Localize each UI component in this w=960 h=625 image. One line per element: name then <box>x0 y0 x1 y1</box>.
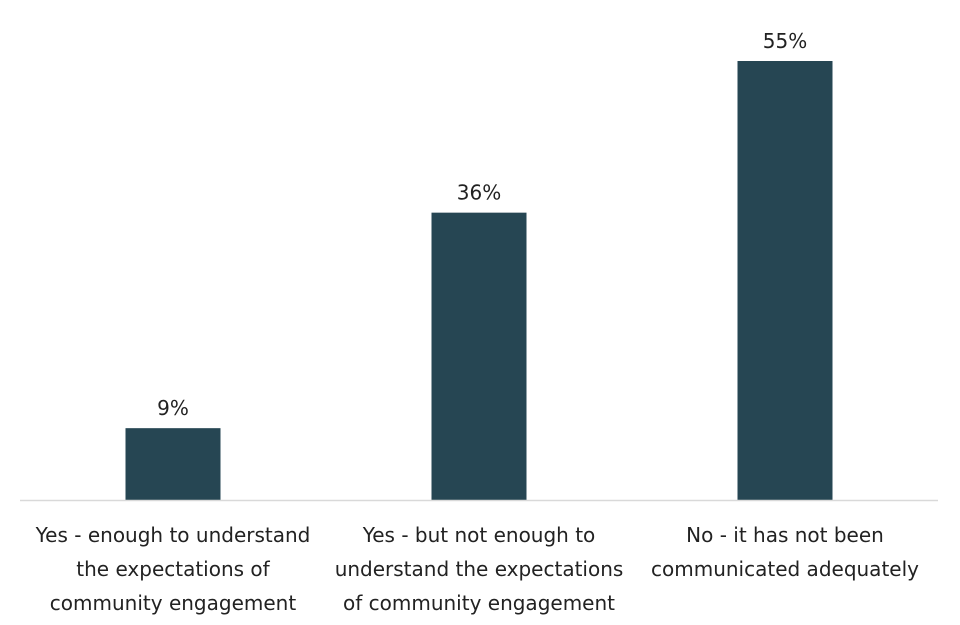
bar-1 <box>125 428 221 500</box>
bars-layer <box>125 61 833 500</box>
category-label-1: Yes - enough to understand the expectatio… <box>35 523 311 615</box>
bar-2 <box>431 212 527 500</box>
category-label-2-line-2: understand the expectations <box>335 557 624 581</box>
category-label-1-line-3: community engagement <box>50 591 297 615</box>
data-label-2: 36% <box>457 181 501 205</box>
category-label-1-line-2: the expectations of <box>76 557 270 581</box>
bar-3 <box>737 61 833 500</box>
category-labels-layer: Yes - enough to understand the expectatio… <box>35 523 920 615</box>
category-label-2: Yes - but not enough to understand the ex… <box>335 523 624 615</box>
data-labels-layer: 9% 36% 55% <box>157 29 807 420</box>
category-label-3: No - it has not been communicated adequat… <box>651 523 919 581</box>
data-label-1: 9% <box>157 396 189 420</box>
category-label-3-line-2: communicated adequately <box>651 557 919 581</box>
category-label-2-line-1: Yes - but not enough to <box>362 523 596 547</box>
category-label-1-line-1: Yes - enough to understand <box>35 523 311 547</box>
data-label-3: 55% <box>763 29 807 53</box>
category-label-3-line-1: No - it has not been <box>686 523 884 547</box>
category-label-2-line-3: of community engagement <box>343 591 615 615</box>
